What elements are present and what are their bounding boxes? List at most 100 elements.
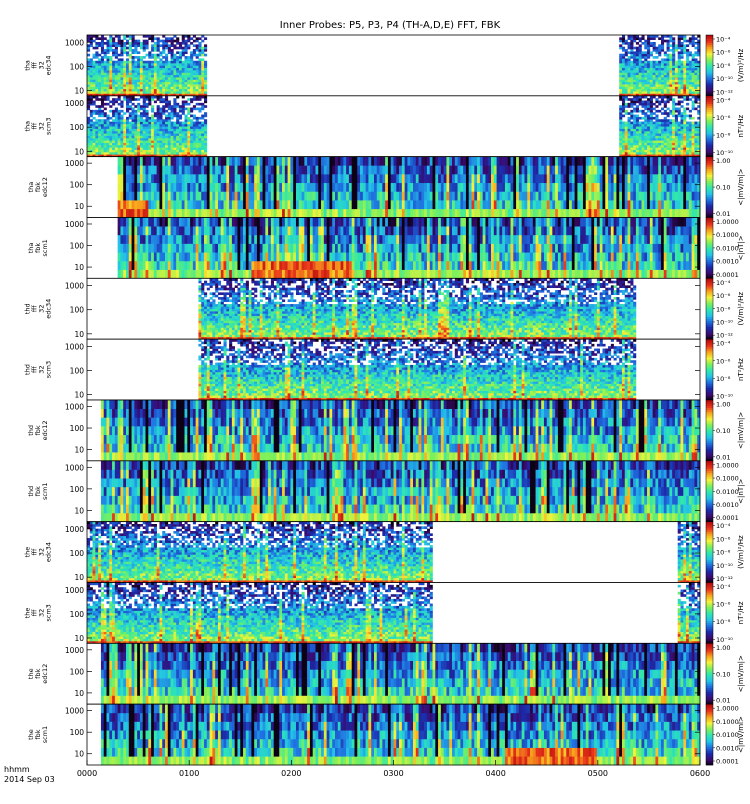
spectrogram-cell <box>210 200 213 209</box>
spectrogram-cell <box>633 79 636 82</box>
spectrogram-cell <box>204 122 207 125</box>
spectrogram-cell <box>185 86 188 89</box>
spectrogram-cell <box>633 82 636 85</box>
spectrogram-cell <box>246 209 249 218</box>
spectrogram-cell <box>689 133 692 136</box>
spectrogram-cell <box>165 72 168 75</box>
spectrogram-cell <box>126 82 129 85</box>
spectrogram-cell <box>126 143 129 146</box>
spectrogram-cell <box>179 261 182 270</box>
spectrogram-cell <box>179 82 182 85</box>
spectrogram-cell <box>650 143 653 146</box>
spectrogram-cell <box>137 126 140 129</box>
spectrogram-cell <box>140 75 143 78</box>
spectrogram-cell <box>190 89 193 92</box>
spectrogram-cell <box>162 261 165 270</box>
spectrogram-cell <box>171 140 174 143</box>
spectrogram-cell <box>639 136 642 139</box>
spectrogram-cell <box>357 209 360 218</box>
spectrogram-cell <box>115 47 118 50</box>
spectrogram-cell <box>201 152 204 155</box>
spectrogram-cell <box>146 226 149 235</box>
spectrogram-cell <box>129 91 132 94</box>
spectrogram-cell <box>107 79 110 82</box>
spectrogram-cell <box>165 200 168 209</box>
spectrogram-cell <box>681 70 684 73</box>
spectrogram-cell <box>190 61 193 64</box>
spectrogram-cell <box>630 183 633 192</box>
spectrogram-cell <box>132 58 135 61</box>
spectrogram-cell <box>619 191 622 200</box>
spectrogram-cell <box>683 40 686 43</box>
spectrogram-cell <box>622 115 625 118</box>
spectrogram-cell <box>667 143 670 146</box>
spectrogram-cell <box>118 138 121 141</box>
spectrogram-cell <box>193 152 196 155</box>
spectrogram-cell <box>681 117 684 120</box>
spectrogram-cell <box>196 68 199 71</box>
spectrogram-cell <box>165 145 168 148</box>
spectrogram-cell <box>290 191 293 200</box>
spectrogram-cell <box>672 82 675 85</box>
spectrogram-cell <box>552 174 555 183</box>
spectrogram-cell <box>185 75 188 78</box>
spectrogram-cell <box>686 103 689 106</box>
colorbar-step <box>706 205 713 207</box>
spectrogram-cell <box>391 165 394 174</box>
spectrogram-cell <box>151 47 154 50</box>
spectrogram-cell <box>658 124 661 127</box>
spectrogram-cell <box>368 209 371 218</box>
spectrogram-cell <box>681 79 684 82</box>
spectrogram-cell <box>672 136 675 139</box>
spectrogram-cell <box>104 49 107 52</box>
spectrogram-cell <box>288 209 291 218</box>
spectrogram-cell <box>120 47 123 50</box>
spectrogram-cell <box>185 91 188 94</box>
spectrogram-cell <box>107 56 110 59</box>
colorbar-step <box>706 207 713 209</box>
spectrogram-cell <box>90 147 93 150</box>
spectrogram-cell <box>109 133 112 136</box>
spectrogram-cell <box>441 165 444 174</box>
spectrogram-cell <box>494 157 497 166</box>
spectrogram-cell <box>675 70 678 73</box>
spectrogram-cell <box>672 91 675 94</box>
spectrogram-cell <box>198 54 201 57</box>
spectrogram-cell <box>374 183 377 192</box>
spectrogram-cell <box>625 105 628 108</box>
spectrogram-cell <box>204 174 207 183</box>
spectrogram-cell <box>140 226 143 235</box>
spectrogram-cell <box>380 200 383 209</box>
spectrogram-cell <box>115 112 118 115</box>
spectrogram-cell <box>274 157 277 166</box>
spectrogram-cell <box>151 252 154 261</box>
spectrogram-cell <box>669 37 672 40</box>
spectrogram-cell <box>561 165 564 174</box>
spectrogram-cell <box>533 191 536 200</box>
spectrogram-cell <box>185 51 188 54</box>
spectrogram-cell <box>692 131 695 134</box>
spectrogram-cell <box>137 252 140 261</box>
spectrogram-cell <box>207 165 210 174</box>
spectrogram-cell <box>134 131 137 134</box>
spectrogram-cell <box>90 131 93 134</box>
spectrogram-cell <box>441 191 444 200</box>
spectrogram-cell <box>115 131 118 134</box>
spectrogram-cell <box>563 174 566 183</box>
spectrogram-cell <box>633 140 636 143</box>
spectrogram-cell <box>421 157 424 166</box>
spectrogram-cell <box>661 40 664 43</box>
spectrogram-cell <box>179 138 182 141</box>
spectrogram-cell <box>667 126 670 129</box>
spectrogram-cell <box>683 119 686 122</box>
spectrogram-cell <box>126 209 129 218</box>
spectrogram-cell <box>658 79 661 82</box>
spectrogram-cell <box>597 191 600 200</box>
spectrogram-cell <box>586 157 589 166</box>
spectrogram-cell <box>120 174 123 183</box>
spectrogram-cell <box>310 174 313 183</box>
spectrogram-cell <box>168 183 171 192</box>
spectrogram-cell <box>146 82 149 85</box>
spectrogram-cell <box>614 183 617 192</box>
spectrogram-cell <box>664 110 667 113</box>
